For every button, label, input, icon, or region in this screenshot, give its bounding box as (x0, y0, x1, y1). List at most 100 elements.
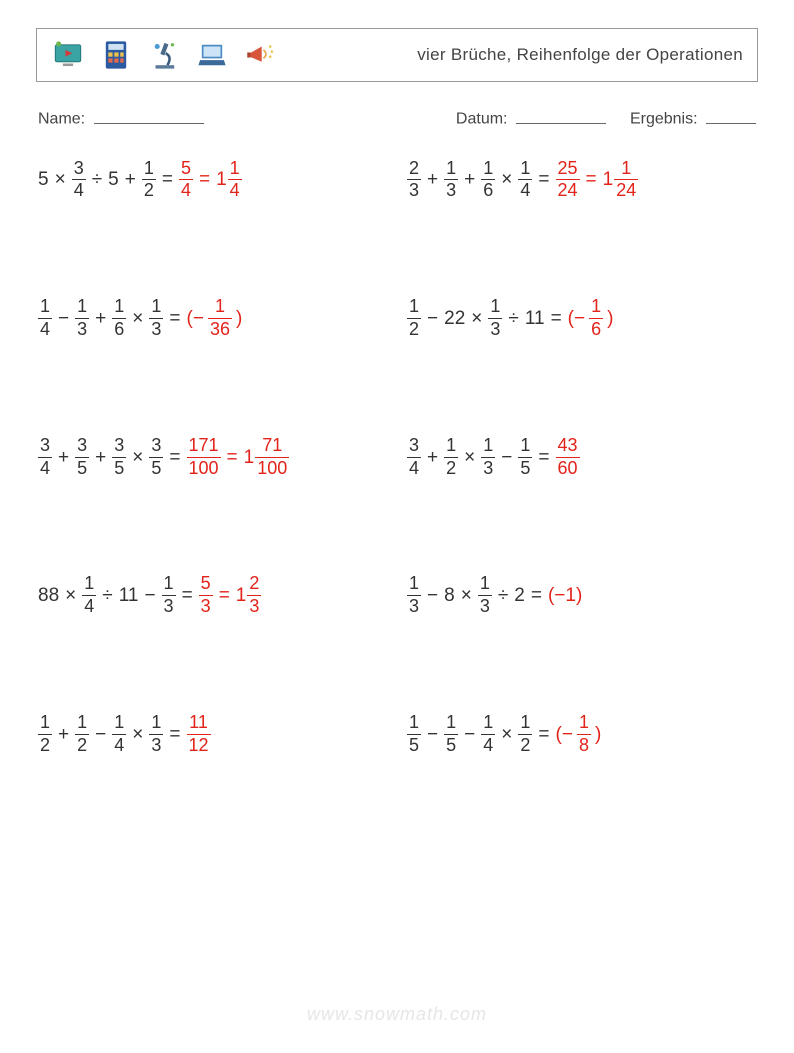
operator: × (130, 725, 145, 744)
problem-8: 13−8×13÷2=(−1) (407, 574, 756, 617)
integer: 8 (444, 586, 455, 605)
integer: 2 (514, 586, 525, 605)
operator: ÷ (496, 586, 510, 605)
operator: ÷ (100, 586, 114, 605)
answer: 53=123 (199, 574, 262, 617)
equals: = (160, 170, 175, 189)
meta-row: Name: Datum: Ergebnis: (36, 106, 758, 129)
fraction: 71100 (255, 436, 289, 479)
operator: × (130, 309, 145, 328)
fraction: 35 (75, 436, 89, 479)
operator: + (93, 448, 108, 467)
operator: = (584, 170, 599, 189)
fraction: 34 (72, 159, 86, 202)
answer: (−18) (556, 713, 602, 756)
equals: = (529, 586, 544, 605)
fraction: 13 (488, 297, 502, 340)
answer: 2524=1124 (556, 159, 639, 202)
fraction: 13 (149, 713, 163, 756)
mixed-number: 114 (216, 159, 242, 202)
fraction: 53 (199, 574, 213, 617)
fraction: 12 (518, 713, 532, 756)
operator: − (93, 725, 108, 744)
mixed-number: 123 (236, 574, 262, 617)
equals: = (167, 309, 182, 328)
text: (− (556, 725, 573, 744)
fraction: 13 (407, 574, 421, 617)
text: (− (568, 309, 585, 328)
fraction: 13 (481, 436, 495, 479)
mixed-number: 171100 (244, 436, 290, 479)
answer: (−136) (187, 297, 243, 340)
operator: ÷ (90, 170, 104, 189)
operator: + (56, 448, 71, 467)
problem-10: 15−15−14×12=(−18) (407, 713, 756, 756)
operator: ÷ (506, 309, 520, 328)
operator: + (93, 309, 108, 328)
integer: 11 (119, 586, 139, 605)
answer: 54=114 (179, 159, 242, 202)
answer: (−16) (568, 297, 614, 340)
answer: 4360 (556, 436, 580, 479)
name-label: Name: (38, 111, 85, 128)
fraction: 171100 (187, 436, 221, 479)
fraction: 1112 (187, 713, 211, 756)
problem-2: 23+13+16×14=2524=1124 (407, 159, 756, 202)
fraction: 4360 (556, 436, 580, 479)
text: (− (187, 309, 204, 328)
fraction: 13 (162, 574, 176, 617)
name-blank[interactable] (94, 106, 204, 124)
operator: × (499, 725, 514, 744)
fraction: 15 (518, 436, 532, 479)
problem-7: 88×14÷11−13=53=123 (38, 574, 387, 617)
problem-4: 12−22×13÷11=(−16) (407, 297, 756, 340)
fraction: 13 (478, 574, 492, 617)
equals: = (536, 448, 551, 467)
fraction: 16 (481, 159, 495, 202)
fraction: 12 (407, 297, 421, 340)
operator: + (425, 170, 440, 189)
equals: = (167, 448, 182, 467)
integer: 5 (38, 170, 49, 189)
problem-1: 5×34÷5+12=54=114 (38, 159, 387, 202)
monitor-icon (51, 38, 85, 72)
integer: 88 (38, 586, 59, 605)
fraction: 18 (577, 713, 591, 756)
fraction: 54 (179, 159, 193, 202)
fraction: 15 (407, 713, 421, 756)
fraction: 124 (614, 159, 638, 202)
fraction: 16 (589, 297, 603, 340)
integer: 5 (108, 170, 119, 189)
operator: × (499, 170, 514, 189)
answer: (−1) (548, 586, 582, 605)
answer: 1112 (187, 713, 211, 756)
operator: = (225, 448, 240, 467)
mixed-number: 1124 (603, 159, 639, 202)
operator: − (499, 448, 514, 467)
fraction: 13 (444, 159, 458, 202)
text: (−1) (548, 586, 582, 605)
operator: × (53, 170, 68, 189)
operator: + (462, 170, 477, 189)
integer: 11 (525, 309, 545, 328)
operator: = (197, 170, 212, 189)
megaphone-icon (243, 38, 277, 72)
equals: = (549, 309, 564, 328)
result-blank[interactable] (706, 106, 756, 124)
operator: − (142, 586, 157, 605)
laptop-icon (195, 38, 229, 72)
microscope-icon (147, 38, 181, 72)
operator: − (462, 725, 477, 744)
fraction: 2524 (556, 159, 580, 202)
equals: = (536, 725, 551, 744)
fraction: 13 (149, 297, 163, 340)
fraction: 12 (444, 436, 458, 479)
fraction: 23 (407, 159, 421, 202)
header-icons (51, 38, 277, 72)
calculator-icon (99, 38, 133, 72)
fraction: 14 (228, 159, 242, 202)
date-blank[interactable] (516, 106, 606, 124)
text: ) (595, 725, 601, 744)
fraction: 14 (112, 713, 126, 756)
date-label: Datum: (456, 111, 508, 128)
